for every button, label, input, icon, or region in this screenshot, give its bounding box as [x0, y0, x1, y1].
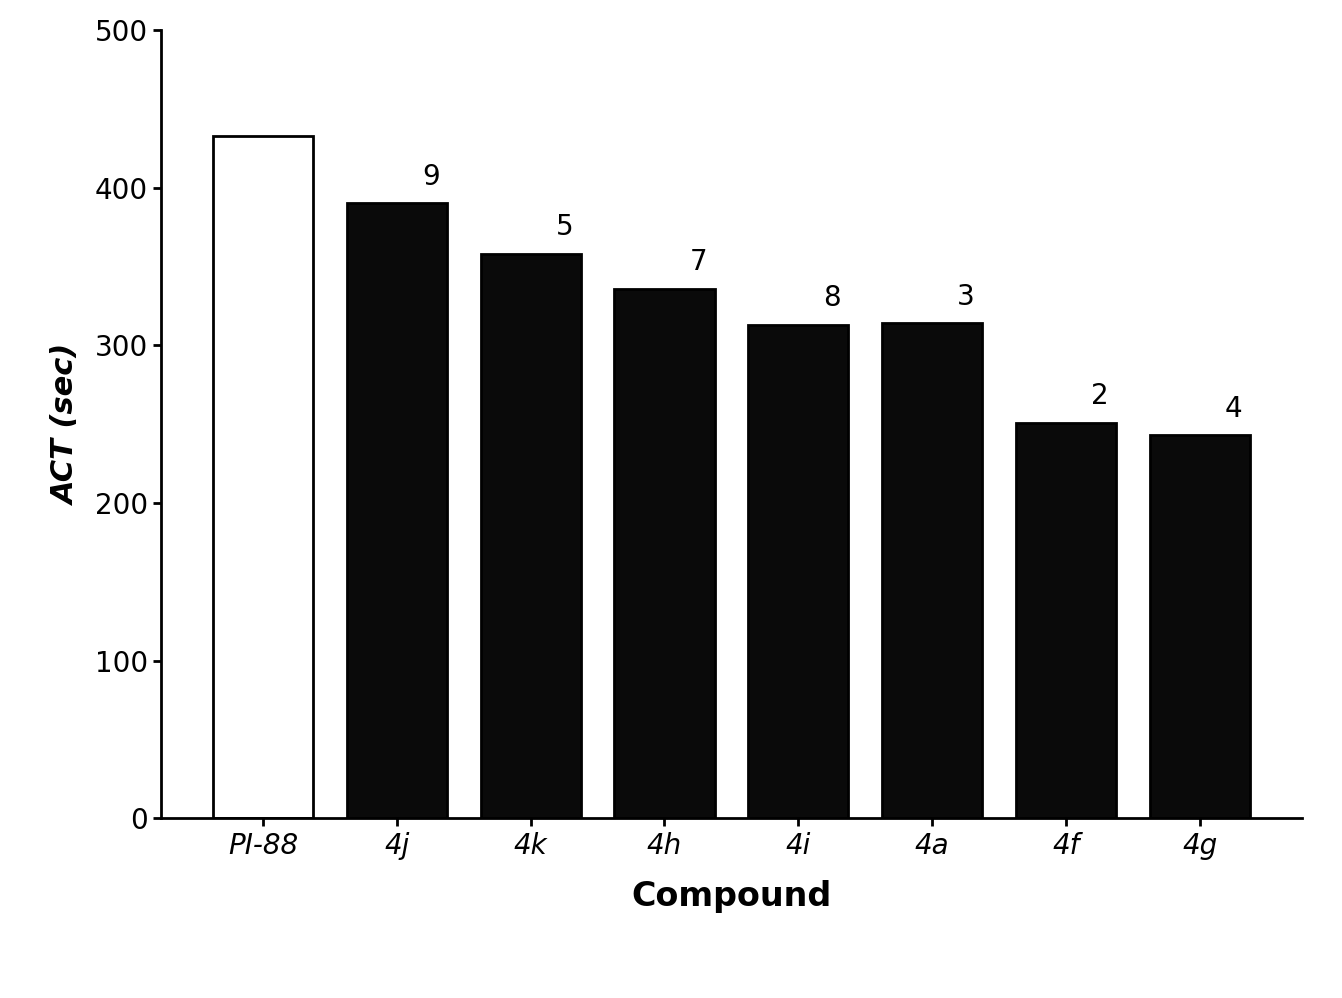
Text: 8: 8	[824, 284, 841, 312]
Bar	[615, 288, 715, 818]
Bar	[882, 323, 982, 818]
Text: 3: 3	[957, 282, 974, 310]
Bar	[213, 136, 313, 818]
Bar	[480, 253, 581, 818]
Text: 2: 2	[1091, 382, 1108, 410]
Text: 5: 5	[556, 214, 573, 242]
Bar	[1150, 435, 1249, 818]
Text: 4: 4	[1225, 394, 1243, 422]
Bar	[747, 324, 848, 818]
Text: 9: 9	[421, 163, 440, 191]
Y-axis label: ACT (sec): ACT (sec)	[52, 343, 81, 505]
Bar	[346, 204, 447, 818]
X-axis label: Compound: Compound	[631, 880, 832, 913]
Text: 7: 7	[690, 248, 707, 275]
Bar	[1016, 422, 1117, 818]
